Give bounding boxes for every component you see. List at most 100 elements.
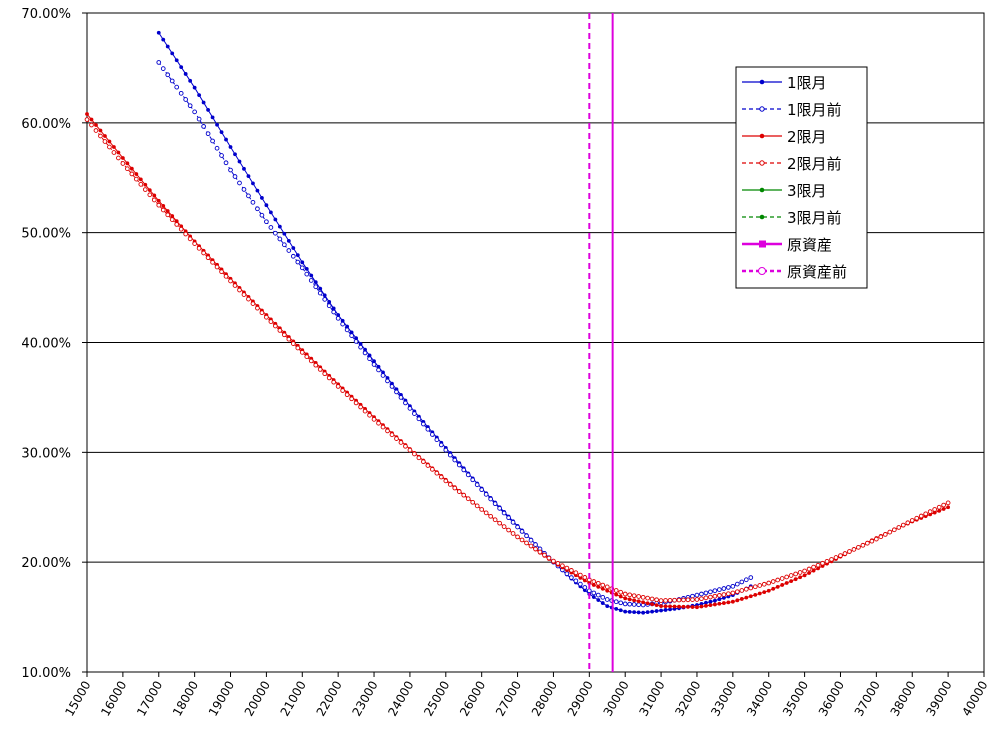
- data-point: [273, 230, 278, 236]
- data-point: [712, 593, 718, 599]
- data-point: [632, 610, 637, 615]
- data-point: [838, 553, 843, 558]
- data-point: [842, 551, 848, 556]
- data-point: [237, 287, 242, 293]
- data-point: [569, 575, 574, 580]
- data-point: [672, 597, 677, 603]
- data-point: [372, 359, 376, 364]
- data-point: [358, 341, 363, 346]
- data-point: [506, 527, 511, 533]
- data-point: [349, 396, 354, 402]
- data-point: [596, 584, 601, 589]
- data-point: [389, 432, 395, 438]
- legend-marker: [759, 187, 765, 193]
- data-point: [631, 602, 637, 607]
- data-point: [376, 367, 381, 373]
- data-point: [470, 477, 476, 483]
- data-point: [331, 309, 337, 315]
- data-point: [170, 51, 175, 56]
- data-point: [345, 324, 350, 329]
- data-point: [622, 591, 628, 597]
- data-point: [641, 610, 646, 615]
- data-point: [713, 598, 717, 603]
- data-point: [354, 336, 358, 341]
- data-point: [703, 595, 709, 601]
- data-point: [322, 297, 328, 302]
- data-point: [286, 248, 292, 253]
- data-point: [582, 575, 588, 580]
- data-point: [237, 159, 242, 164]
- data-point: [344, 392, 350, 398]
- data-point: [183, 231, 189, 237]
- data-point: [438, 474, 444, 480]
- data-point: [201, 250, 206, 256]
- data-point: [784, 574, 790, 580]
- data-point: [708, 589, 713, 595]
- data-point: [187, 236, 193, 242]
- data-point: [380, 424, 386, 430]
- data-point: [586, 588, 592, 594]
- data-point: [946, 505, 951, 510]
- data-point: [474, 503, 480, 509]
- data-point: [614, 606, 619, 611]
- data-point: [851, 547, 857, 552]
- data-point: [793, 571, 798, 577]
- data-point: [474, 482, 480, 488]
- data-point: [869, 538, 875, 544]
- data-point: [806, 566, 812, 572]
- x-tick-label: 37000: [852, 679, 883, 719]
- data-point: [250, 199, 256, 205]
- data-point: [623, 609, 628, 614]
- data-point: [636, 599, 641, 604]
- data-point: [412, 451, 417, 457]
- data-point: [84, 117, 90, 122]
- data-point: [753, 592, 758, 597]
- data-point: [555, 561, 561, 566]
- data-point: [407, 406, 413, 411]
- data-point: [820, 560, 825, 566]
- data-point: [492, 501, 498, 507]
- data-point: [281, 242, 287, 248]
- data-point: [268, 319, 274, 324]
- data-point: [160, 66, 166, 71]
- data-point: [264, 314, 269, 320]
- data-point: [224, 137, 228, 142]
- data-point: [143, 182, 148, 187]
- data-point: [690, 597, 695, 602]
- data-point: [677, 604, 681, 609]
- data-point: [281, 332, 287, 338]
- data-point: [766, 580, 772, 586]
- data-point: [187, 103, 193, 109]
- data-point: [743, 577, 749, 583]
- data-point: [456, 462, 462, 468]
- data-point: [340, 318, 345, 323]
- legend-marker: [759, 240, 766, 248]
- series-line: [158, 32, 751, 614]
- data-point: [94, 123, 98, 127]
- data-point: [564, 565, 570, 571]
- data-point: [676, 597, 682, 603]
- data-point: [605, 588, 610, 593]
- x-tick-label: 36000: [816, 679, 847, 719]
- data-point: [596, 598, 601, 602]
- data-point: [93, 128, 99, 133]
- data-point: [335, 315, 341, 321]
- data-point: [362, 350, 368, 356]
- data-point: [317, 367, 323, 372]
- data-point: [241, 292, 247, 297]
- data-point: [116, 155, 121, 161]
- data-point: [659, 608, 663, 613]
- data-point: [703, 590, 709, 596]
- data-point: [313, 284, 319, 290]
- data-point: [775, 584, 780, 589]
- data-point: [196, 245, 202, 251]
- data-point: [290, 253, 296, 259]
- legend-label: 2限月前: [787, 155, 842, 173]
- data-point: [900, 522, 906, 528]
- x-tick-label: 40000: [959, 679, 990, 719]
- data-point: [340, 321, 345, 327]
- data-point: [103, 134, 107, 138]
- y-tick-label: 10.00%: [21, 666, 71, 681]
- data-point: [627, 609, 632, 614]
